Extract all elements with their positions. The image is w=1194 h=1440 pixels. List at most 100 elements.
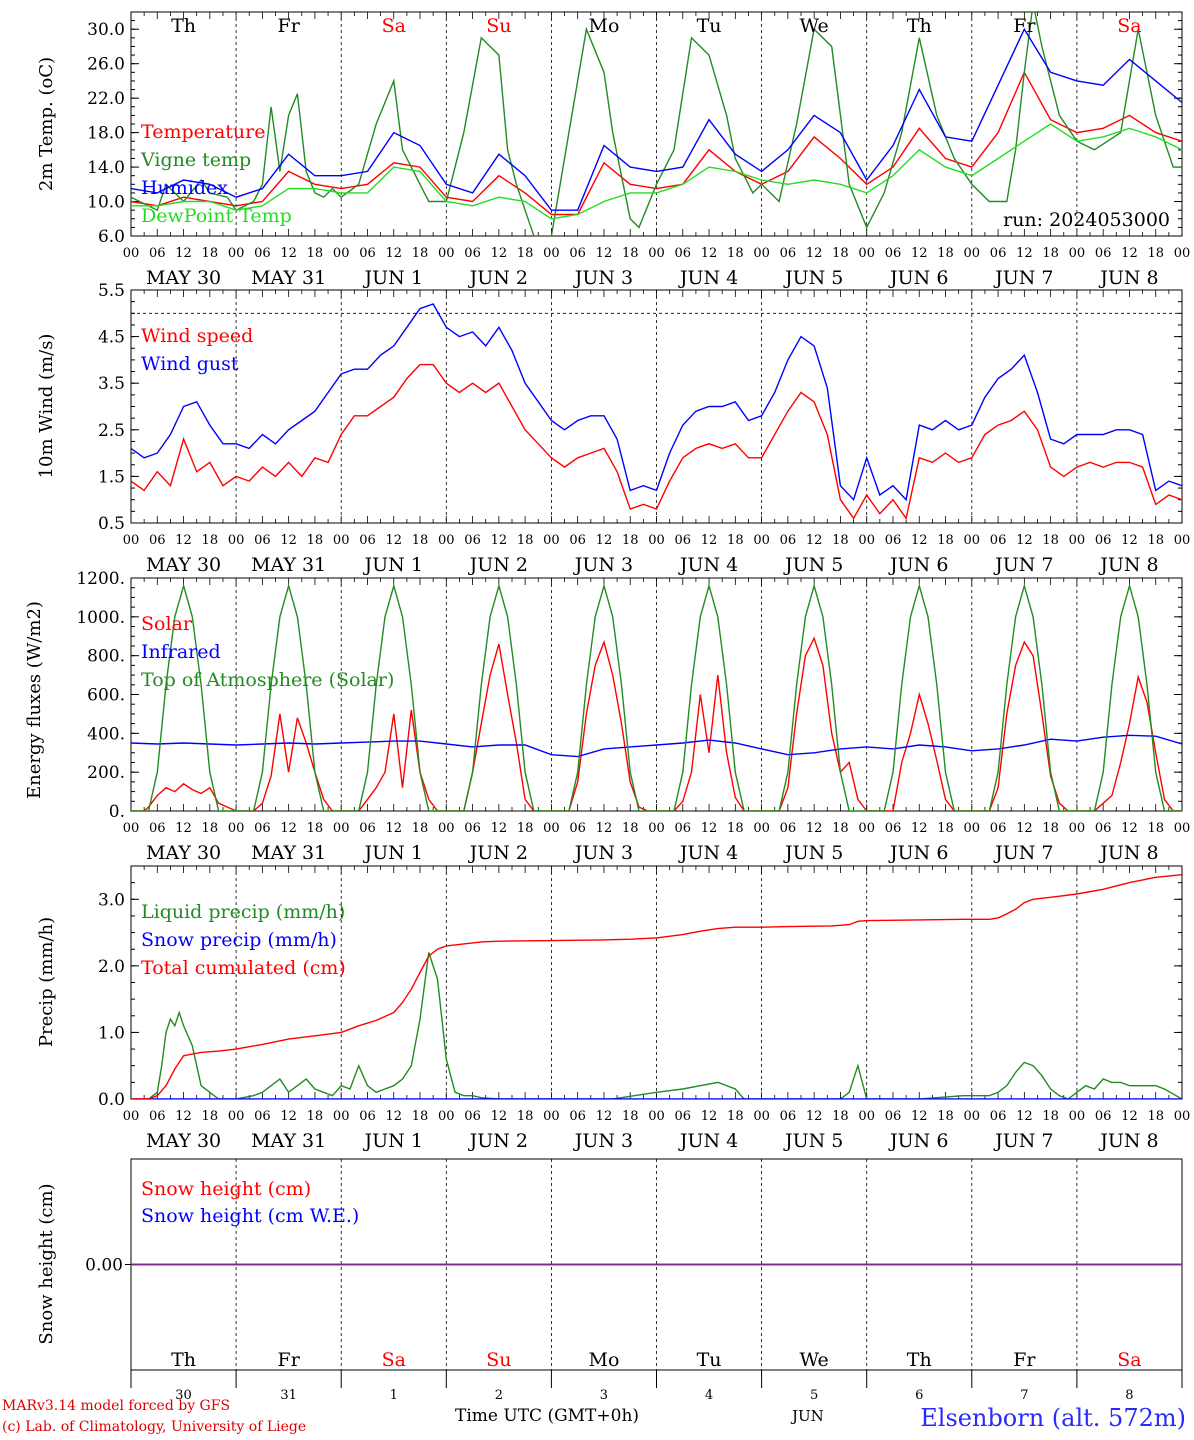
hour-tick-label: 00	[648, 533, 665, 548]
hour-tick-label: 12	[911, 1109, 928, 1124]
hour-tick-label: 00	[964, 533, 981, 548]
hour-tick-label: 00	[123, 246, 140, 261]
hour-tick-label: 12	[701, 1109, 718, 1124]
hour-tick-label: 18	[202, 533, 219, 548]
day-number-label: 31	[280, 1388, 297, 1403]
hour-tick-label: 00	[964, 246, 981, 261]
hour-tick-label: 00	[753, 1109, 770, 1124]
legend-entry: Vigne temp	[140, 149, 251, 171]
hour-tick-label: 18	[622, 821, 639, 836]
run-label: run: 2024053000	[1003, 209, 1170, 231]
hour-tick-label: 00	[543, 246, 560, 261]
legend-entry: Temperature	[141, 121, 265, 143]
hour-tick-label: 18	[727, 246, 744, 261]
hour-tick-label: 00	[333, 821, 350, 836]
hour-tick-label: 00	[438, 821, 455, 836]
hour-tick-label: 12	[491, 533, 508, 548]
day-number-label: 8	[1125, 1388, 1133, 1403]
hour-tick-label: 18	[1147, 1109, 1164, 1124]
hour-tick-label: 06	[464, 1109, 481, 1124]
series-line-liquid-precip-mm-h-	[131, 952, 1182, 1099]
y-tick-label: 0.00	[85, 1256, 123, 1276]
hour-tick-label: 06	[675, 533, 692, 548]
hour-tick-label: 00	[1174, 1109, 1191, 1124]
hour-tick-label: 12	[491, 246, 508, 261]
hour-tick-label: 06	[885, 821, 902, 836]
hour-tick-label: 00	[438, 1109, 455, 1124]
hour-tick-label: 18	[307, 1109, 324, 1124]
series-line-humidex	[131, 27, 1182, 211]
hour-tick-label: 18	[937, 1109, 954, 1124]
date-label: JUN 4	[678, 842, 738, 864]
hour-tick-label: 00	[858, 246, 875, 261]
hour-tick-label: 00	[228, 246, 245, 261]
date-label: JUN 4	[678, 554, 738, 576]
model-credit: MARv3.14 model forced by GFS	[2, 1398, 231, 1414]
hour-tick-label: 12	[806, 246, 823, 261]
y-tick-label: 4.5	[98, 328, 125, 348]
hour-tick-label: 06	[254, 246, 271, 261]
date-label: JUN 8	[1098, 842, 1158, 864]
date-label: JUN 2	[468, 842, 528, 864]
legend-entry: Snow precip (mm/h)	[141, 929, 337, 951]
date-label: JUN 7	[993, 554, 1053, 576]
date-label: JUN 5	[783, 842, 843, 864]
y-tick-label: 22.0	[87, 89, 125, 109]
hour-tick-label: 06	[780, 821, 797, 836]
date-label: JUN 5	[783, 554, 843, 576]
hour-tick-label: 00	[858, 1109, 875, 1124]
series-line-temperature	[131, 70, 1182, 216]
hour-tick-label: 12	[280, 533, 297, 548]
y-tick-label: 3.0	[98, 890, 125, 910]
hour-tick-label: 06	[569, 1109, 586, 1124]
date-label: JUN 5	[783, 267, 843, 289]
panel-3	[130, 577, 1183, 812]
hour-tick-label: 18	[622, 1109, 639, 1124]
hour-tick-label: 06	[149, 821, 166, 836]
day-number-label: 6	[915, 1388, 923, 1403]
y-tick-label: 18.0	[87, 124, 125, 144]
hour-tick-label: 00	[964, 821, 981, 836]
series-line-infrared	[131, 734, 1182, 758]
date-label: JUN 3	[573, 554, 633, 576]
hour-tick-label: 12	[1016, 246, 1033, 261]
weekday-label-bottom: Fr	[278, 1349, 301, 1371]
hour-tick-label: 18	[937, 533, 954, 548]
hour-tick-label: 18	[832, 821, 849, 836]
legend-entry: Liquid precip (mm/h)	[141, 901, 345, 923]
date-label: MAY 30	[146, 267, 221, 289]
hour-tick-label: 00	[648, 821, 665, 836]
hour-tick-label: 00	[543, 821, 560, 836]
date-label: JUN 2	[468, 267, 528, 289]
y-tick-label: 30.0	[87, 20, 125, 40]
date-label: JUN 7	[993, 267, 1053, 289]
date-label: JUN 1	[363, 554, 423, 576]
station-name: Elsenborn (alt. 572m)	[920, 1404, 1186, 1432]
hour-tick-label: 12	[1121, 1109, 1138, 1124]
hour-tick-label: 12	[385, 533, 402, 548]
y-tick-label: 3.5	[98, 374, 125, 394]
hour-tick-label: 12	[385, 1109, 402, 1124]
date-label: JUN 6	[888, 267, 948, 289]
weekday-label-top: Th	[171, 15, 196, 37]
hour-tick-label: 12	[596, 246, 613, 261]
hour-tick-label: 06	[569, 533, 586, 548]
date-label: MAY 31	[251, 1130, 326, 1152]
hour-tick-label: 06	[149, 246, 166, 261]
hour-tick-label: 06	[780, 246, 797, 261]
hour-tick-label: 00	[753, 533, 770, 548]
hour-tick-label: 06	[569, 821, 586, 836]
y-tick-label: 0.5	[98, 514, 125, 534]
date-label: JUN 1	[363, 842, 423, 864]
legend-entry: Wind gust	[141, 353, 239, 375]
weekday-label-bottom: Sa	[1117, 1349, 1141, 1371]
hour-tick-label: 00	[964, 1109, 981, 1124]
hour-tick-label: 00	[648, 1109, 665, 1124]
weekday-label-bottom: Th	[171, 1349, 196, 1371]
panel-1	[130, 11, 1183, 237]
hour-tick-label: 18	[1147, 533, 1164, 548]
legend-entry: Top of Atmosphere (Solar)	[141, 669, 394, 691]
weekday-label-bottom: Fr	[1013, 1349, 1036, 1371]
hour-tick-label: 18	[937, 821, 954, 836]
hour-tick-label: 18	[727, 533, 744, 548]
